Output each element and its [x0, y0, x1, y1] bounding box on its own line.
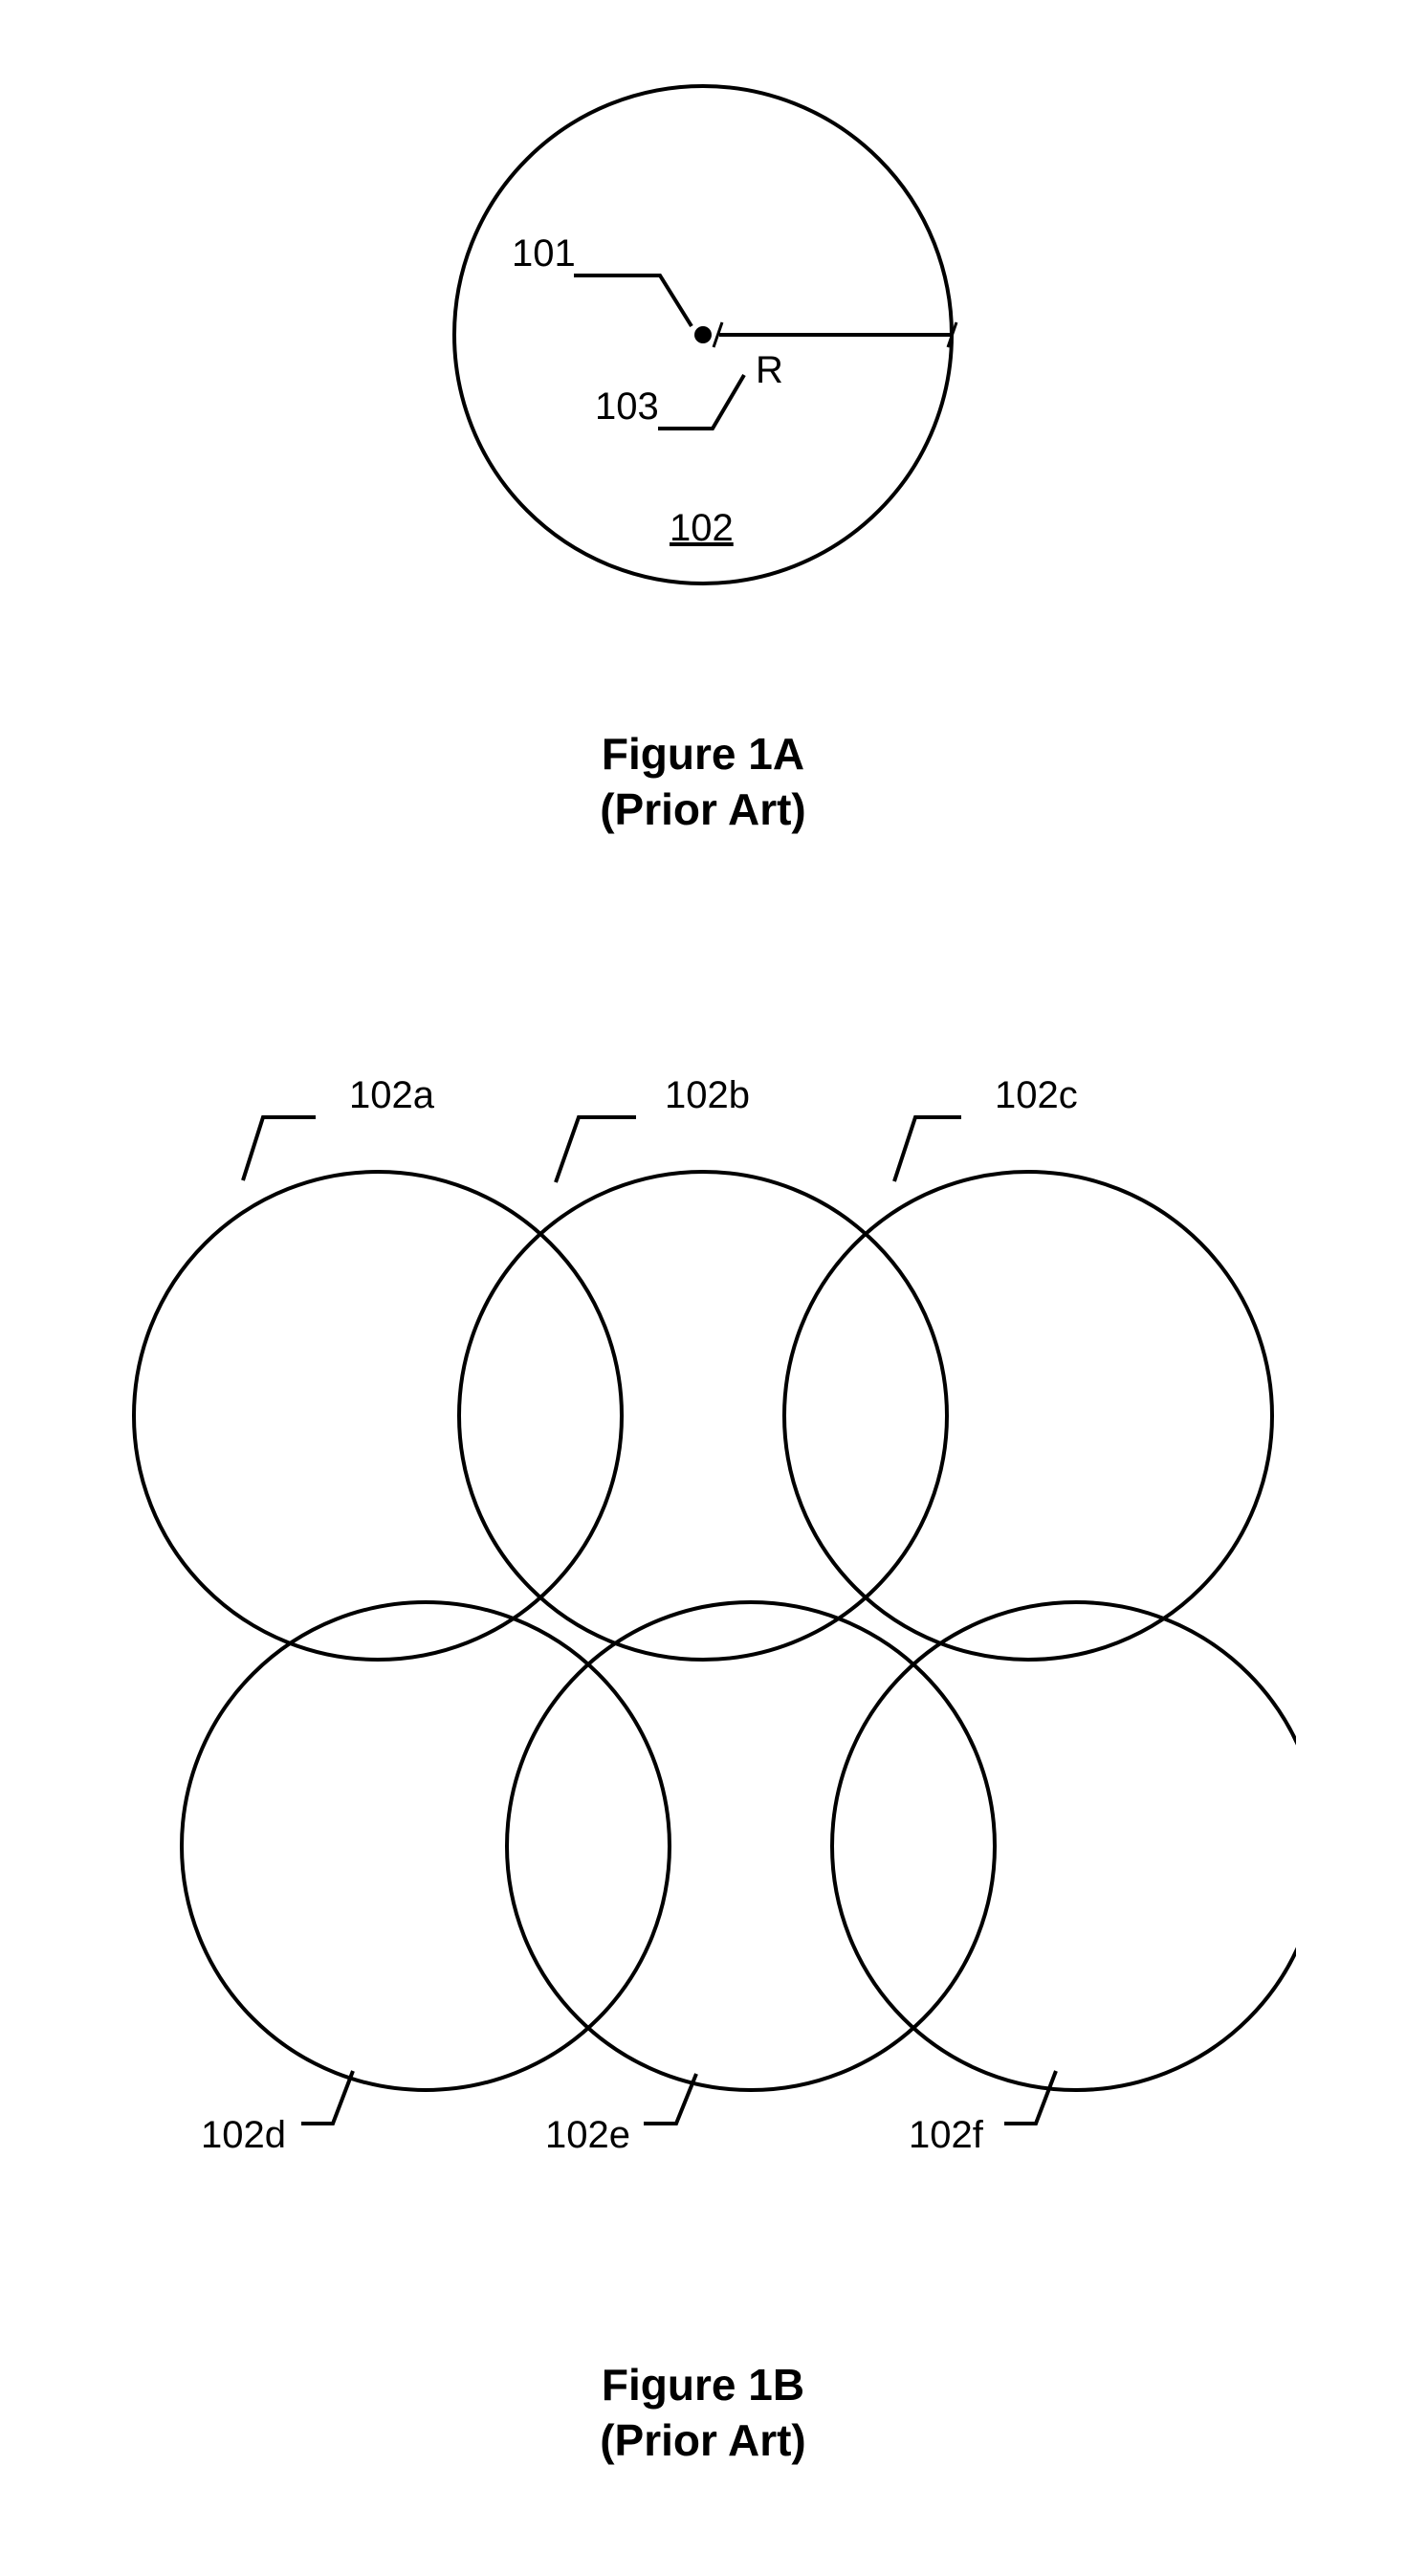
figure-1b-caption: Figure 1B (Prior Art) — [0, 2358, 1406, 2468]
label-101: 101 — [512, 232, 576, 275]
leader-101 — [574, 275, 692, 326]
label-102e: 102e — [545, 2114, 630, 2156]
leader-102a — [243, 1117, 316, 1180]
circle-102c — [784, 1172, 1272, 1660]
figure-1b: 102a 102b 102c 102d 102e 102f — [110, 1004, 1296, 2296]
figure-1b-svg: 102a 102b 102c 102d 102e 102f — [110, 1004, 1296, 2296]
leader-102b — [556, 1117, 636, 1182]
leader-102f — [1004, 2071, 1056, 2124]
leader-102d — [301, 2071, 353, 2124]
label-102d: 102d — [201, 2114, 286, 2156]
label-102c: 102c — [995, 1074, 1078, 1116]
circle-102d — [182, 1602, 670, 2090]
label-102: 102 — [670, 507, 734, 549]
leader-103 — [658, 375, 744, 429]
label-102b: 102b — [665, 1074, 750, 1116]
label-102f: 102f — [909, 2114, 984, 2156]
figure-1a-svg: 101 103 R 102 — [287, 38, 1119, 660]
circle-102e — [507, 1602, 995, 2090]
label-102a: 102a — [349, 1074, 435, 1116]
page: 101103R102 Figure 1A (Prior Art) 102a102… — [0, 0, 1406, 2576]
leader-102c — [894, 1117, 961, 1181]
label-103: 103 — [595, 385, 659, 428]
figure-1a: 101 103 R 102 — [287, 38, 1119, 660]
figure-1a-caption: Figure 1A (Prior Art) — [0, 727, 1406, 837]
center-dot-101 — [694, 326, 712, 343]
label-r: R — [756, 349, 783, 391]
circle-102f — [832, 1602, 1296, 2090]
circle-102b — [459, 1172, 947, 1660]
circle-102a — [134, 1172, 622, 1660]
